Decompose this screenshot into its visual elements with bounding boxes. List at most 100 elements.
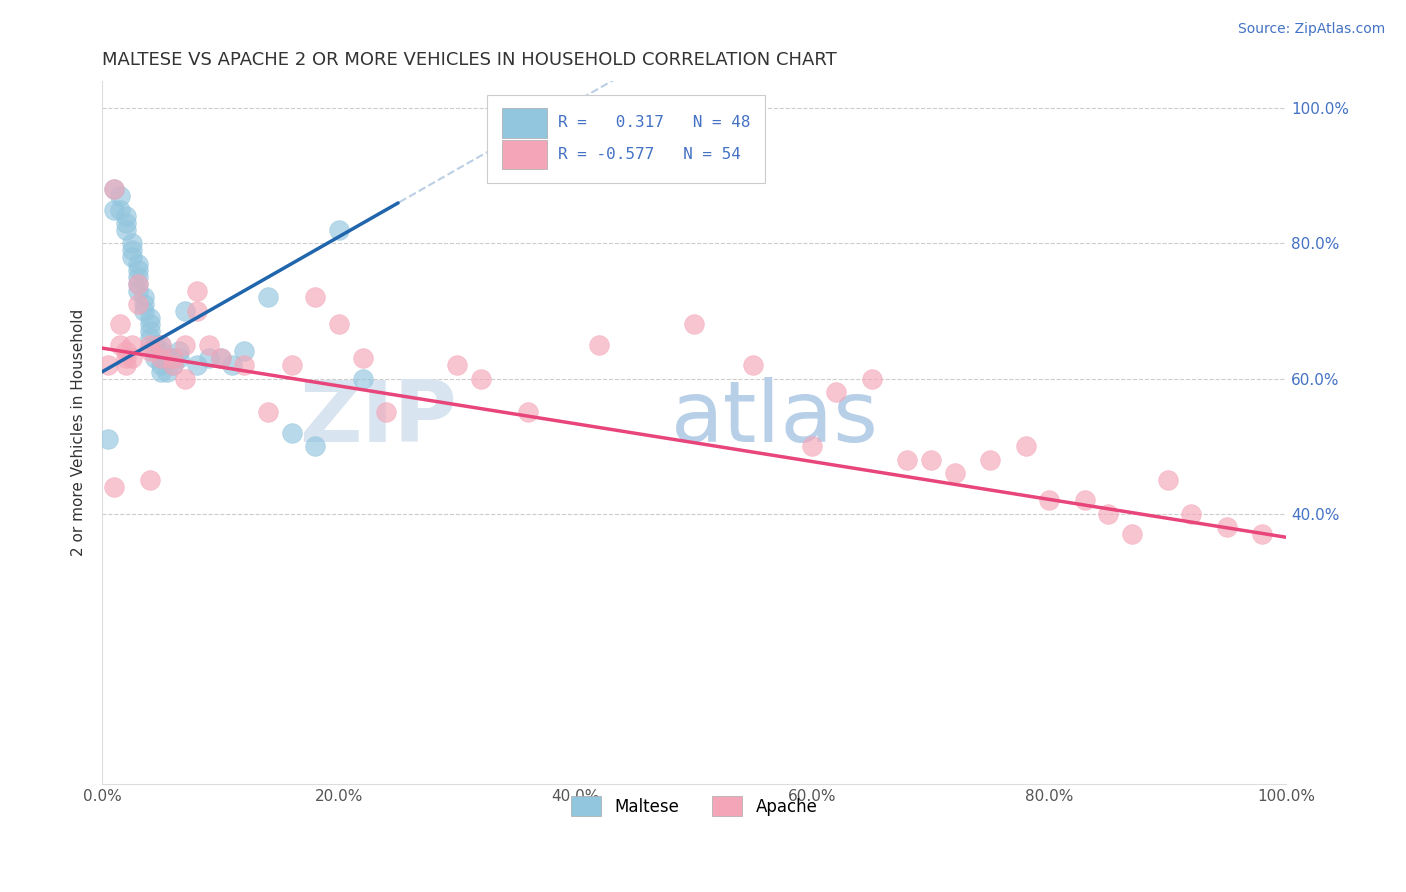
Point: [138, 473, 160, 487]
Point: [121, 243, 143, 257]
Point: [588, 337, 610, 351]
Text: R =   0.317   N = 48: R = 0.317 N = 48: [558, 114, 751, 129]
Point: [108, 189, 131, 203]
Point: [97, 432, 120, 446]
Point: [1156, 473, 1178, 487]
Point: [280, 425, 302, 440]
Point: [115, 210, 138, 224]
Point: [115, 216, 138, 230]
Point: [174, 371, 197, 385]
Point: [132, 297, 155, 311]
FancyBboxPatch shape: [502, 108, 547, 137]
Point: [257, 290, 280, 304]
Point: [174, 337, 197, 351]
Point: [138, 337, 160, 351]
Point: [121, 351, 143, 366]
Point: [742, 358, 765, 372]
Point: [1038, 493, 1060, 508]
Point: [304, 439, 326, 453]
Point: [108, 318, 131, 332]
Point: [1251, 526, 1274, 541]
Y-axis label: 2 or more Vehicles in Household: 2 or more Vehicles in Household: [72, 309, 86, 557]
Point: [127, 277, 149, 291]
Point: [233, 358, 256, 372]
Point: [1180, 507, 1202, 521]
Point: [127, 257, 149, 271]
Point: [132, 304, 155, 318]
Point: [470, 371, 492, 385]
Point: [150, 337, 173, 351]
Point: [127, 263, 149, 277]
Point: [197, 351, 219, 366]
Point: [138, 331, 160, 345]
Legend: Maltese, Apache: Maltese, Apache: [562, 788, 825, 824]
FancyBboxPatch shape: [502, 140, 547, 169]
Point: [150, 351, 173, 366]
Point: [162, 358, 184, 372]
Point: [115, 223, 138, 237]
Point: [1216, 520, 1239, 534]
Point: [127, 270, 149, 285]
Point: [186, 284, 208, 298]
Point: [186, 304, 208, 318]
Point: [943, 466, 966, 480]
Point: [801, 439, 824, 453]
Point: [103, 479, 125, 493]
Point: [138, 324, 160, 338]
Point: [197, 337, 219, 351]
Text: R = -0.577   N = 54: R = -0.577 N = 54: [558, 147, 741, 161]
Point: [103, 202, 125, 217]
Point: [138, 310, 160, 325]
Point: [896, 452, 918, 467]
Point: [979, 452, 1001, 467]
Point: [115, 358, 138, 372]
Point: [150, 358, 173, 372]
Point: [328, 223, 350, 237]
Point: [156, 351, 179, 366]
Point: [1121, 526, 1143, 541]
Point: [145, 344, 167, 359]
Point: [162, 351, 184, 366]
Point: [517, 405, 540, 419]
Point: [108, 337, 131, 351]
Point: [825, 384, 848, 399]
Point: [127, 297, 149, 311]
Point: [121, 337, 143, 351]
Point: [145, 351, 167, 366]
Point: [1014, 439, 1036, 453]
Point: [127, 277, 149, 291]
Point: [375, 405, 398, 419]
Point: [209, 351, 232, 366]
Point: [97, 358, 120, 372]
Text: ZIP: ZIP: [299, 377, 457, 460]
Point: [150, 344, 173, 359]
Point: [103, 182, 125, 196]
Point: [156, 365, 179, 379]
Point: [115, 351, 138, 366]
Point: [304, 290, 326, 304]
Point: [121, 236, 143, 251]
Text: MALTESE VS APACHE 2 OR MORE VEHICLES IN HOUSEHOLD CORRELATION CHART: MALTESE VS APACHE 2 OR MORE VEHICLES IN …: [103, 51, 837, 69]
Point: [150, 337, 173, 351]
FancyBboxPatch shape: [486, 95, 765, 183]
Point: [257, 405, 280, 419]
Point: [446, 358, 468, 372]
Point: [920, 452, 942, 467]
Point: [352, 351, 374, 366]
Text: atlas: atlas: [671, 377, 879, 460]
Point: [209, 351, 232, 366]
Point: [1073, 493, 1095, 508]
Point: [221, 358, 243, 372]
Point: [150, 351, 173, 366]
Point: [174, 304, 197, 318]
Point: [145, 337, 167, 351]
Point: [150, 365, 173, 379]
Point: [1097, 507, 1119, 521]
Point: [127, 284, 149, 298]
Text: Source: ZipAtlas.com: Source: ZipAtlas.com: [1237, 22, 1385, 37]
Point: [167, 344, 190, 359]
Point: [103, 182, 125, 196]
Point: [138, 344, 160, 359]
Point: [162, 351, 184, 366]
Point: [233, 344, 256, 359]
